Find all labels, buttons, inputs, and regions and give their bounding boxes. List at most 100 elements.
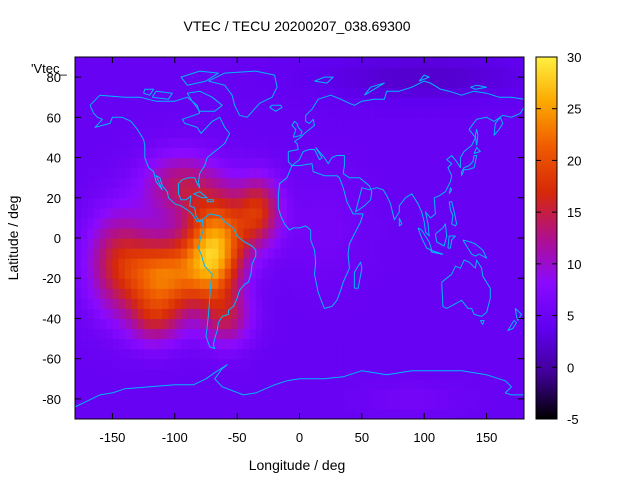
heatmap-cell [293, 368, 301, 380]
heatmap-cell [386, 238, 394, 249]
heatmap-cell [318, 67, 326, 78]
heatmap-cell [187, 147, 195, 159]
heatmap-cell [274, 408, 282, 419]
heatmap-cell [318, 318, 326, 330]
heatmap-cell [355, 197, 363, 209]
heatmap-cell [249, 338, 257, 350]
heatmap-cell [237, 278, 244, 289]
heatmap-cell [137, 187, 145, 199]
heatmap-cell [243, 368, 251, 380]
coastline-new-siberian-islands [470, 84, 488, 90]
heatmap-cell [255, 388, 263, 400]
heatmap-cell [424, 278, 432, 289]
heatmap-cell [399, 308, 407, 320]
heatmap-cell [131, 308, 138, 320]
heatmap-cell [181, 107, 188, 118]
heatmap-cell [449, 217, 457, 229]
heatmap-cell [374, 328, 382, 340]
heatmap-cell [374, 127, 382, 139]
heatmap-cell [517, 268, 524, 279]
heatmap-cell [311, 77, 319, 88]
heatmap-cell [106, 408, 114, 419]
heatmap-cell [168, 258, 176, 269]
heatmap-cell [343, 298, 350, 309]
heatmap-cell [168, 328, 176, 340]
heatmap-cell [436, 368, 444, 380]
heatmap-cell [430, 147, 438, 159]
heatmap-cell [112, 217, 120, 229]
heatmap-cell [205, 358, 213, 370]
heatmap-cell [505, 408, 513, 419]
heatmap-cell [380, 348, 388, 360]
heatmap-cell [156, 368, 163, 380]
heatmap-cell [480, 378, 488, 390]
heatmap-cell [492, 388, 500, 400]
heatmap-cell [93, 278, 101, 289]
heatmap-cell [417, 157, 425, 169]
heatmap-cell [149, 318, 157, 330]
heatmap-cell [131, 368, 138, 380]
heatmap-cell [93, 388, 101, 400]
heatmap-cell [449, 107, 457, 118]
heatmap-cell [181, 398, 188, 410]
heatmap-cell [124, 348, 132, 360]
heatmap-cell [99, 288, 107, 299]
heatmap-cell [75, 258, 82, 269]
heatmap-cell [243, 348, 251, 360]
heatmap-cell [131, 117, 138, 128]
heatmap-cell [305, 318, 313, 330]
heatmap-cell [124, 137, 132, 149]
heatmap-cell [187, 157, 195, 169]
heatmap-cell [249, 127, 257, 139]
heatmap-cell [137, 338, 145, 350]
heatmap-cell [143, 298, 151, 309]
heatmap-cell [287, 97, 294, 108]
heatmap-cell [486, 378, 494, 390]
heatmap-cell [87, 187, 95, 199]
heatmap-cell [343, 408, 350, 419]
heatmap-cell [131, 268, 138, 279]
heatmap-cell [517, 388, 524, 400]
heatmap-cell [474, 57, 481, 68]
heatmap-cell [449, 67, 457, 78]
heatmap-cell [318, 258, 326, 269]
heatmap-cell [124, 167, 132, 179]
heatmap-cell [181, 207, 188, 219]
heatmap-cell [187, 308, 195, 320]
heatmap-cell [486, 147, 494, 159]
heatmap-cell [368, 258, 375, 269]
heatmap-cell [181, 217, 188, 229]
heatmap-cell [361, 348, 369, 360]
heatmap-cell [118, 328, 126, 340]
heatmap-cell [430, 298, 438, 309]
heatmap-cell [305, 177, 313, 189]
heatmap-cell [162, 187, 170, 199]
heatmap-cell [81, 227, 89, 239]
heatmap-cell [474, 268, 481, 279]
heatmap-cell [205, 127, 213, 139]
heatmap-cell [162, 137, 170, 149]
heatmap-cell [499, 368, 506, 380]
heatmap-cell [467, 117, 475, 128]
heatmap-cell [405, 147, 413, 159]
heatmap-cell [162, 358, 170, 370]
heatmap-cell [287, 107, 294, 118]
heatmap-cell [374, 308, 382, 320]
heatmap-cell [156, 358, 163, 370]
heatmap-cell [81, 328, 89, 340]
heatmap-cell [149, 408, 157, 419]
heatmap-cell [430, 288, 438, 299]
heatmap-cell [230, 77, 238, 88]
heatmap-cell [224, 248, 232, 259]
heatmap-cell [131, 388, 138, 400]
heatmap-cell [305, 217, 313, 229]
y-tick-label: 20 [47, 191, 61, 206]
heatmap-cell [280, 107, 288, 118]
heatmap-cell [299, 298, 307, 309]
heatmap-cell [255, 207, 263, 219]
heatmap-cell [156, 298, 163, 309]
heatmap-cell [424, 107, 432, 118]
heatmap-cell [411, 408, 419, 419]
y-axis-label: Latitude / deg [5, 196, 21, 281]
heatmap-cell [467, 278, 475, 289]
